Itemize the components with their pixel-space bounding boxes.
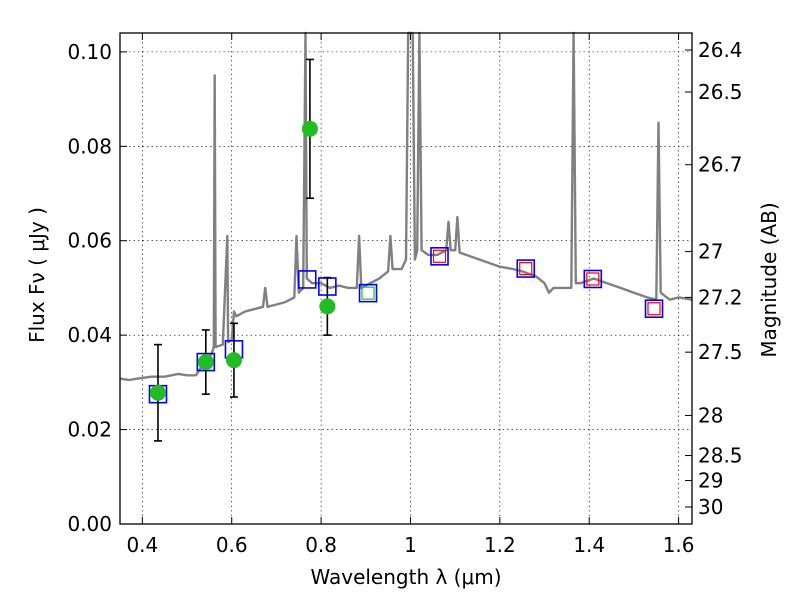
model-photometry-box bbox=[583, 269, 603, 289]
observed-photometry-layer bbox=[149, 58, 336, 442]
x-tick-label: 0.4 bbox=[126, 533, 158, 557]
x-tick-label: 1.4 bbox=[573, 533, 605, 557]
y-tick-label: 0.00 bbox=[67, 512, 112, 536]
observed-point bbox=[319, 298, 336, 315]
mag-tick-label: 26.7 bbox=[698, 153, 743, 177]
y-tick-label: 0.08 bbox=[67, 134, 112, 158]
x-tick-label: 1 bbox=[404, 533, 417, 557]
model-photometry-box bbox=[297, 270, 317, 289]
y2-axis-label: Magnitude (AB) bbox=[757, 202, 781, 357]
mag-tick-label: 29 bbox=[698, 469, 723, 493]
plot-frame bbox=[119, 32, 693, 525]
mag-tick-label: 27.2 bbox=[698, 285, 743, 309]
model-photometry-inner-box bbox=[361, 286, 375, 300]
mag-tick-label: 28 bbox=[698, 403, 723, 427]
x-axis-label: Wavelength λ (μm) bbox=[310, 565, 501, 589]
observed-point bbox=[197, 354, 214, 371]
observed-point bbox=[149, 384, 166, 401]
mag-tick-label: 26.4 bbox=[698, 38, 743, 62]
x-tick-label: 0.6 bbox=[216, 533, 248, 557]
y-axis-label: Flux Fν ( μJy ) bbox=[25, 207, 49, 343]
model-photometry-box bbox=[644, 299, 664, 319]
observed-point bbox=[301, 120, 318, 137]
axis-ticks: 0.4 0.6 0.8 1 1.2 1.4 1.6 0.00 0.02 0.04 0.06 0.08 0… bbox=[67, 33, 743, 557]
model-photometry-box bbox=[430, 247, 449, 266]
model-spectrum-line bbox=[119, 31, 693, 382]
model-photometry-inner-box bbox=[647, 302, 661, 316]
model-photometry-inner-box bbox=[586, 272, 600, 286]
model-photometry-inner-box bbox=[519, 261, 533, 276]
mag-tick-label: 27.5 bbox=[698, 340, 743, 364]
y-tick-label: 0.02 bbox=[67, 418, 112, 442]
x-tick-label: 0.8 bbox=[305, 533, 337, 557]
observed-point bbox=[225, 352, 242, 369]
mag-tick-label: 26.5 bbox=[698, 80, 743, 104]
y-tick-label: 0.06 bbox=[67, 229, 112, 253]
model-spectrum-layer bbox=[119, 31, 693, 382]
mag-tick-label: 28.5 bbox=[698, 444, 743, 468]
model-photometry-box bbox=[516, 259, 536, 278]
grid-lines bbox=[120, 33, 692, 525]
x-tick-label: 1.2 bbox=[484, 533, 516, 557]
y-tick-label: 0.10 bbox=[67, 40, 112, 64]
x-tick-label: 1.6 bbox=[663, 533, 695, 557]
mag-tick-label: 27 bbox=[698, 240, 723, 264]
mag-tick-label: 30 bbox=[698, 495, 723, 519]
model-photometry-box bbox=[358, 283, 378, 303]
y-tick-label: 0.04 bbox=[67, 323, 112, 347]
model-photometry-inner-box bbox=[432, 249, 447, 263]
